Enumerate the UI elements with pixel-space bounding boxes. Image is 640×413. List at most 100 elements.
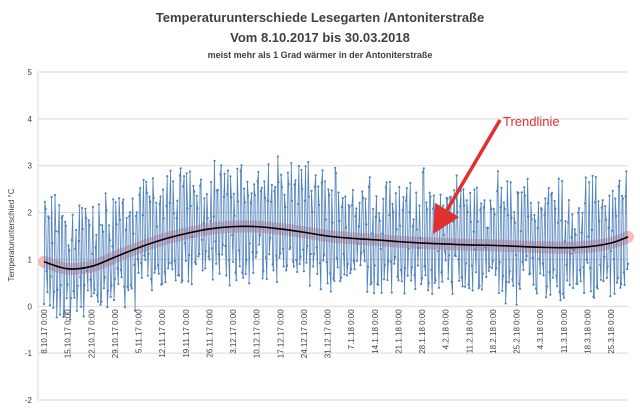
- series-point: [388, 213, 391, 217]
- series-point: [305, 261, 308, 264]
- x-tick-label: 24.12.17 0:00: [300, 309, 309, 358]
- series-point: [317, 185, 320, 188]
- series-point: [128, 215, 131, 218]
- series-point: [587, 235, 590, 238]
- series-point: [320, 181, 323, 184]
- series-point: [368, 176, 371, 179]
- series-point: [466, 211, 469, 214]
- series-point: [534, 220, 537, 223]
- series-point: [494, 273, 497, 276]
- series-point: [327, 188, 330, 191]
- series-point: [46, 291, 49, 294]
- series-point: [107, 224, 111, 227]
- series-point: [497, 291, 500, 295]
- series-point: [138, 194, 141, 197]
- x-tick-label: 31.12.17 0:00: [324, 309, 333, 358]
- series-point: [214, 240, 217, 243]
- series-point: [172, 180, 175, 183]
- series-point: [594, 176, 598, 179]
- series-point: [435, 203, 438, 206]
- series-point: [293, 183, 296, 186]
- series-point: [512, 284, 515, 287]
- series-point: [338, 219, 341, 222]
- series-point: [475, 271, 478, 274]
- series-point: [470, 264, 473, 267]
- x-tick-label: 25.2.18 0:00: [513, 309, 522, 354]
- series-point: [256, 180, 259, 183]
- series-point: [205, 193, 208, 196]
- series-point: [277, 181, 280, 184]
- series-point: [367, 185, 370, 189]
- series-point: [568, 283, 571, 287]
- series-point: [259, 190, 262, 193]
- series-point: [136, 257, 139, 261]
- series-point: [540, 208, 544, 211]
- x-tick-label: 19.11.17 0:00: [182, 309, 191, 358]
- series-point: [491, 259, 495, 262]
- series-point: [530, 218, 533, 221]
- series-point: [194, 261, 197, 264]
- series-point: [224, 244, 227, 248]
- series-point: [589, 290, 593, 293]
- series-point: [106, 306, 109, 309]
- series-point: [326, 282, 329, 285]
- series-point: [480, 202, 483, 205]
- series-point: [465, 199, 468, 202]
- series-point: [80, 305, 83, 308]
- series-point: [597, 200, 600, 203]
- series-point: [360, 251, 363, 254]
- series-point: [251, 251, 254, 254]
- series-point: [345, 226, 348, 229]
- series-point: [272, 269, 275, 272]
- series-point: [367, 265, 370, 268]
- series-point: [533, 213, 536, 217]
- series-point: [296, 202, 300, 206]
- x-tick-label: 11.2.18 0:00: [465, 309, 474, 353]
- series-point: [411, 225, 414, 228]
- series-point: [563, 240, 566, 243]
- series-point: [523, 194, 527, 197]
- series-point: [400, 280, 403, 283]
- series-point: [226, 193, 229, 196]
- series-point: [189, 204, 192, 208]
- series-point: [122, 198, 125, 201]
- series-point: [262, 269, 265, 272]
- series-point: [291, 199, 294, 203]
- series-point: [156, 264, 159, 267]
- series-point: [395, 228, 398, 231]
- series-point: [426, 289, 430, 292]
- x-tick-label: 10.12.17 0:00: [253, 309, 262, 358]
- series-point: [170, 261, 173, 264]
- series-point: [150, 277, 153, 281]
- series-point: [361, 190, 364, 193]
- series-point: [547, 187, 550, 190]
- series-point: [485, 275, 488, 279]
- series-point: [215, 262, 218, 265]
- trendline: [43, 225, 629, 270]
- x-tick-label: 18.2.18 0:00: [489, 309, 498, 354]
- series-point: [297, 165, 300, 168]
- series-point: [340, 205, 343, 209]
- series-point: [154, 267, 157, 270]
- series-point: [301, 188, 304, 191]
- series-point: [83, 284, 86, 287]
- annotation-arrow: [432, 119, 502, 235]
- series-point: [620, 282, 623, 286]
- series-point: [481, 272, 484, 275]
- series-point: [525, 254, 528, 258]
- series-point: [49, 275, 52, 278]
- series-point: [319, 288, 322, 291]
- series-point: [163, 270, 166, 273]
- series-point: [102, 287, 105, 290]
- series-point: [217, 253, 220, 256]
- series-point: [432, 194, 435, 197]
- series-point: [572, 286, 575, 290]
- series-point: [375, 195, 378, 198]
- series-point: [388, 180, 392, 183]
- series-point: [330, 189, 333, 192]
- series-point: [517, 191, 520, 195]
- series-point: [447, 277, 450, 280]
- series-point: [192, 184, 195, 187]
- x-tick-label: 15.10.17 0:00: [64, 309, 73, 358]
- series-point: [249, 201, 252, 204]
